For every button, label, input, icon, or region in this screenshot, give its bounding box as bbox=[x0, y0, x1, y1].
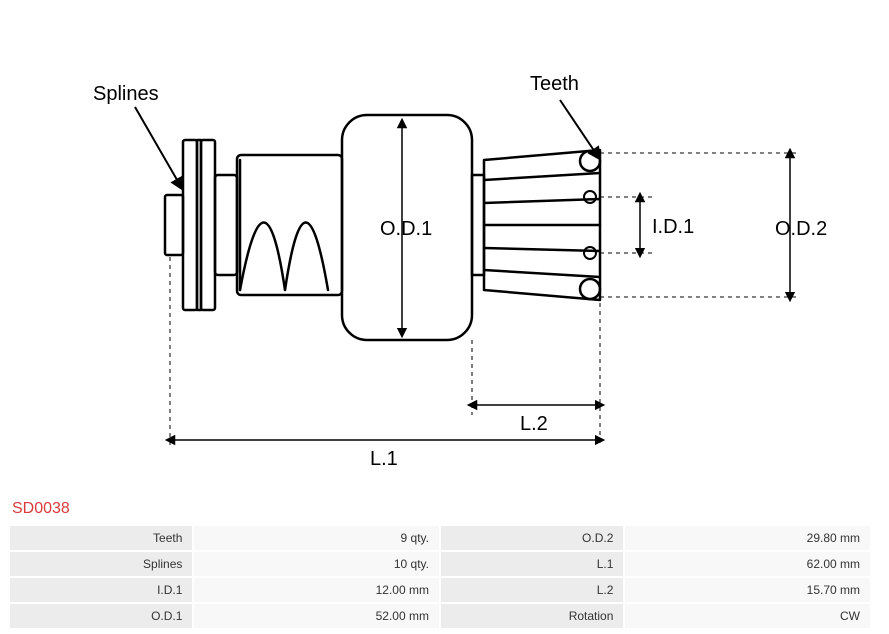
page-container: Splines Teeth O.D.1 I.D.1 O.D.2 bbox=[0, 0, 889, 634]
spec-label: L.1 bbox=[441, 552, 623, 576]
label-od1: O.D.1 bbox=[380, 218, 432, 240]
spec-value: 52.00 mm bbox=[194, 604, 439, 628]
table-row: I.D.112.00 mmL.215.70 mm bbox=[10, 578, 870, 602]
diagram-svg: Splines Teeth O.D.1 I.D.1 O.D.2 bbox=[80, 45, 840, 485]
spec-value: CW bbox=[625, 604, 870, 628]
spec-value: 10 qty. bbox=[194, 552, 439, 576]
label-l1: L.1 bbox=[370, 448, 398, 470]
spec-label: Splines bbox=[10, 552, 192, 576]
spec-value: 15.70 mm bbox=[625, 578, 870, 602]
spec-label: L.2 bbox=[441, 578, 623, 602]
spec-label: O.D.1 bbox=[10, 604, 192, 628]
spec-value: 9 qty. bbox=[194, 526, 439, 550]
spec-label: O.D.2 bbox=[441, 526, 623, 550]
label-splines: Splines bbox=[93, 83, 159, 105]
spec-label: I.D.1 bbox=[10, 578, 192, 602]
spec-label: Rotation bbox=[441, 604, 623, 628]
label-l2: L.2 bbox=[520, 413, 548, 435]
table-row: Splines10 qty.L.162.00 mm bbox=[10, 552, 870, 576]
spec-table: Teeth9 qty.O.D.229.80 mmSplines10 qty.L.… bbox=[8, 524, 872, 630]
label-id1: I.D.1 bbox=[652, 216, 694, 238]
spec-label: Teeth bbox=[10, 526, 192, 550]
label-od2: O.D.2 bbox=[775, 218, 827, 240]
table-row: O.D.152.00 mmRotationCW bbox=[10, 604, 870, 628]
spec-value: 12.00 mm bbox=[194, 578, 439, 602]
spec-value: 62.00 mm bbox=[625, 552, 870, 576]
spec-value: 29.80 mm bbox=[625, 526, 870, 550]
technical-diagram: Splines Teeth O.D.1 I.D.1 O.D.2 bbox=[80, 45, 840, 485]
label-teeth: Teeth bbox=[530, 73, 579, 95]
table-row: Teeth9 qty.O.D.229.80 mm bbox=[10, 526, 870, 550]
part-code: SD0038 bbox=[12, 500, 70, 518]
